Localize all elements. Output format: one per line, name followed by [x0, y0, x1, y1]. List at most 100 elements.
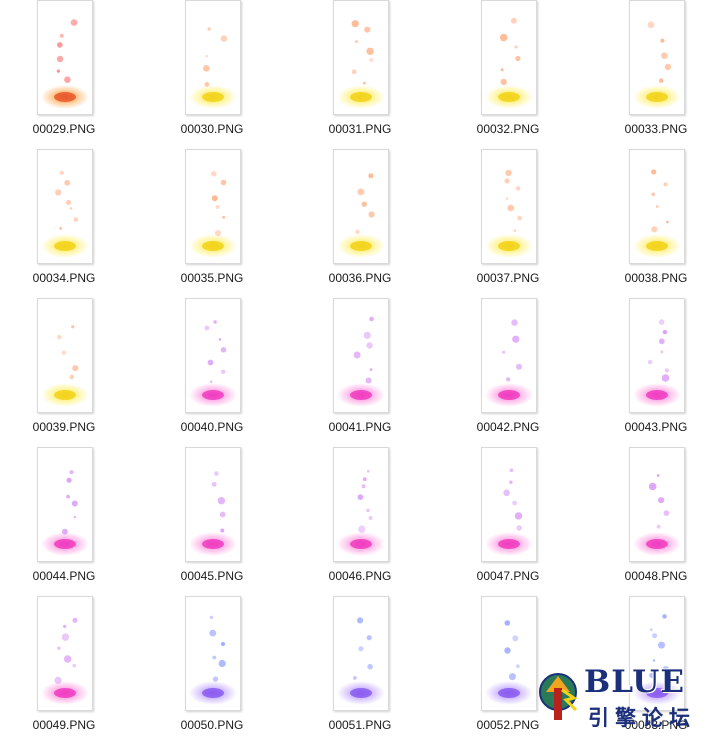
file-name: 00049.PNG: [32, 718, 96, 732]
effect-particle: [515, 55, 521, 62]
file-thumbnail[interactable]: [481, 298, 537, 413]
effect-particle: [666, 220, 669, 224]
effect-core: [646, 92, 668, 102]
effect-frame-image: [485, 169, 533, 258]
file-name: 00047.PNG: [476, 569, 540, 583]
effect-frame-image: [337, 316, 385, 407]
file-thumbnail[interactable]: [629, 447, 685, 562]
effect-core: [202, 92, 224, 102]
file-item[interactable]: 00033.PNG: [592, 0, 710, 149]
file-thumbnail[interactable]: [481, 149, 537, 264]
effect-particle: [367, 663, 373, 670]
effect-core: [202, 688, 224, 698]
effect-particle: [658, 338, 665, 345]
effect-particle: [362, 81, 366, 85]
file-item[interactable]: 00032.PNG: [444, 0, 592, 149]
file-thumbnail[interactable]: [481, 596, 537, 711]
file-item[interactable]: 00053.PNG: [592, 596, 710, 736]
file-item[interactable]: 00031.PNG: [296, 0, 444, 149]
effect-particle: [205, 55, 208, 58]
file-thumbnail[interactable]: [185, 0, 241, 115]
file-item[interactable]: 00029.PNG: [0, 0, 148, 149]
file-item[interactable]: 00043.PNG: [592, 298, 710, 447]
effect-particle: [504, 620, 511, 626]
file-name: 00037.PNG: [476, 271, 540, 285]
file-thumbnail[interactable]: [333, 447, 389, 562]
file-item[interactable]: 00048.PNG: [592, 447, 710, 596]
file-item[interactable]: 00045.PNG: [148, 447, 296, 596]
effect-particle: [57, 334, 62, 340]
effect-particle: [71, 500, 78, 507]
file-name: 00050.PNG: [180, 718, 244, 732]
effect-frame-image: [189, 171, 237, 258]
file-item[interactable]: 00049.PNG: [0, 596, 148, 736]
file-thumbnail[interactable]: [185, 298, 241, 413]
file-item[interactable]: 00030.PNG: [148, 0, 296, 149]
file-item[interactable]: 00042.PNG: [444, 298, 592, 447]
file-item[interactable]: 00036.PNG: [296, 149, 444, 298]
file-thumbnail[interactable]: [629, 0, 685, 115]
effect-particle: [220, 641, 226, 647]
file-item[interactable]: 00052.PNG: [444, 596, 592, 736]
effect-particle: [61, 633, 70, 641]
effect-particle: [658, 641, 665, 649]
file-name: 00045.PNG: [180, 569, 244, 583]
file-item[interactable]: 00046.PNG: [296, 447, 444, 596]
effect-particle: [366, 635, 372, 641]
file-thumbnail[interactable]: [37, 149, 93, 264]
file-thumbnail[interactable]: [37, 447, 93, 562]
file-thumbnail[interactable]: [333, 149, 389, 264]
effect-particle: [218, 338, 222, 341]
effect-core: [202, 241, 224, 251]
effect-particle: [366, 342, 373, 349]
effect-core: [498, 92, 520, 102]
file-item[interactable]: 00035.PNG: [148, 149, 296, 298]
effect-particle: [510, 17, 517, 24]
effect-frame-image: [485, 468, 533, 556]
effect-particle: [211, 195, 218, 202]
effect-particle: [203, 65, 210, 72]
file-thumbnail[interactable]: [481, 447, 537, 562]
file-thumbnail[interactable]: [333, 0, 389, 115]
file-thumbnail[interactable]: [481, 0, 537, 115]
file-thumbnail[interactable]: [37, 298, 93, 413]
effect-particle: [212, 676, 219, 682]
file-thumbnail[interactable]: [185, 596, 241, 711]
effect-particle: [658, 319, 665, 325]
effect-particle: [512, 500, 517, 506]
file-item[interactable]: 00044.PNG: [0, 447, 148, 596]
effect-particle: [364, 26, 371, 33]
file-item[interactable]: 00050.PNG: [148, 596, 296, 736]
file-thumbnail[interactable]: [185, 447, 241, 562]
watermark-subtitle: 引擎论坛: [588, 706, 696, 730]
file-thumbnail[interactable]: [629, 298, 685, 413]
effect-frame-image: [633, 474, 681, 556]
file-name: 00036.PNG: [328, 271, 392, 285]
file-item[interactable]: 00037.PNG: [444, 149, 592, 298]
file-name: 00030.PNG: [180, 122, 244, 136]
effect-particle: [515, 186, 521, 191]
file-thumbnail[interactable]: [37, 596, 93, 711]
effect-core: [350, 390, 372, 400]
file-thumbnail[interactable]: [629, 149, 685, 264]
effect-particle: [369, 368, 373, 371]
file-item[interactable]: 00051.PNG: [296, 596, 444, 736]
file-thumbnail[interactable]: [185, 149, 241, 264]
effect-particle: [516, 664, 520, 669]
file-item[interactable]: 00034.PNG: [0, 149, 148, 298]
file-item[interactable]: 00040.PNG: [148, 298, 296, 447]
effect-particle: [219, 511, 226, 518]
file-thumbnail[interactable]: [333, 596, 389, 711]
file-item[interactable]: 00041.PNG: [296, 298, 444, 447]
file-thumbnail[interactable]: [37, 0, 93, 115]
file-name: 00051.PNG: [328, 718, 392, 732]
file-thumbnail[interactable]: [333, 298, 389, 413]
file-item[interactable]: 00039.PNG: [0, 298, 148, 447]
file-thumbnail[interactable]: [629, 596, 685, 711]
effect-particle: [355, 229, 360, 234]
effect-particle: [663, 182, 668, 187]
effect-frame-image: [485, 17, 533, 109]
file-item[interactable]: 00038.PNG: [592, 149, 710, 298]
effect-frame-image: [485, 319, 533, 407]
file-item[interactable]: 00047.PNG: [444, 447, 592, 596]
